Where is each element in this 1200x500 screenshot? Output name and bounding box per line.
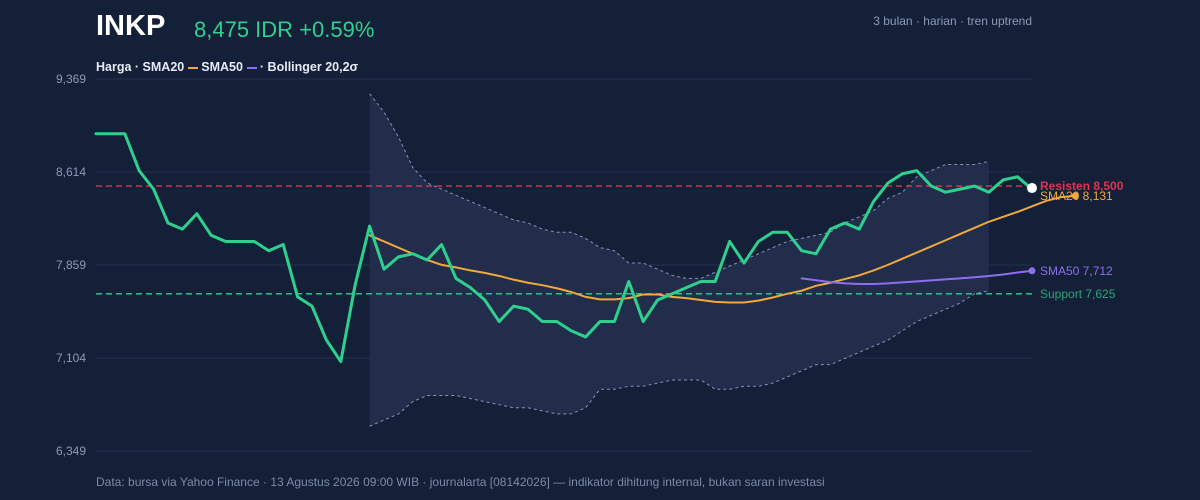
support-label: Support 7,625 [1040, 287, 1116, 301]
legend-sma20: SMA20 [142, 60, 185, 74]
bollinger-upper-line [369, 93, 989, 279]
y-tick-label: 8,614 [56, 165, 86, 179]
y-tick-label: 7,859 [56, 258, 86, 272]
sma20-end-marker [1071, 192, 1079, 200]
legend-sma50: SMA50 [201, 60, 243, 74]
legend: Harga · SMA20 SMA50 · Bollinger 20,2σ [96, 60, 358, 74]
legend-price: Harga · [96, 60, 143, 74]
price-line [94, 132, 1034, 364]
chart-meta: 3 bulan · harian · tren uptrend [873, 14, 1032, 28]
legend-sma50-swatch [246, 66, 257, 69]
y-tick-label: 7,104 [56, 351, 86, 365]
price-end-marker [1027, 183, 1037, 194]
sma50-line [800, 269, 1033, 285]
sma50-end-label: SMA50 7,712 [1040, 264, 1113, 278]
sma20-end-label: SMA20 8,131 [1040, 189, 1113, 203]
bollinger-band-area [369, 93, 989, 427]
ticker-symbol: INKP [96, 10, 166, 42]
legend-bollinger: · Bollinger 20,2σ [259, 60, 359, 74]
resistance-label: Resisten 8,500 [1040, 179, 1124, 193]
price-change: 8,475 IDR +0.59% [194, 17, 375, 42]
sma20-line [368, 194, 1077, 304]
y-tick-label: 9,369 [56, 72, 86, 86]
legend-sma20-swatch [188, 66, 199, 69]
sma50-end-marker [1028, 267, 1036, 275]
footer-source: Data: bursa via Yahoo Finance · 13 Agust… [96, 475, 825, 489]
y-tick-label: 6,349 [56, 444, 86, 458]
bollinger-lower-line [369, 290, 989, 427]
